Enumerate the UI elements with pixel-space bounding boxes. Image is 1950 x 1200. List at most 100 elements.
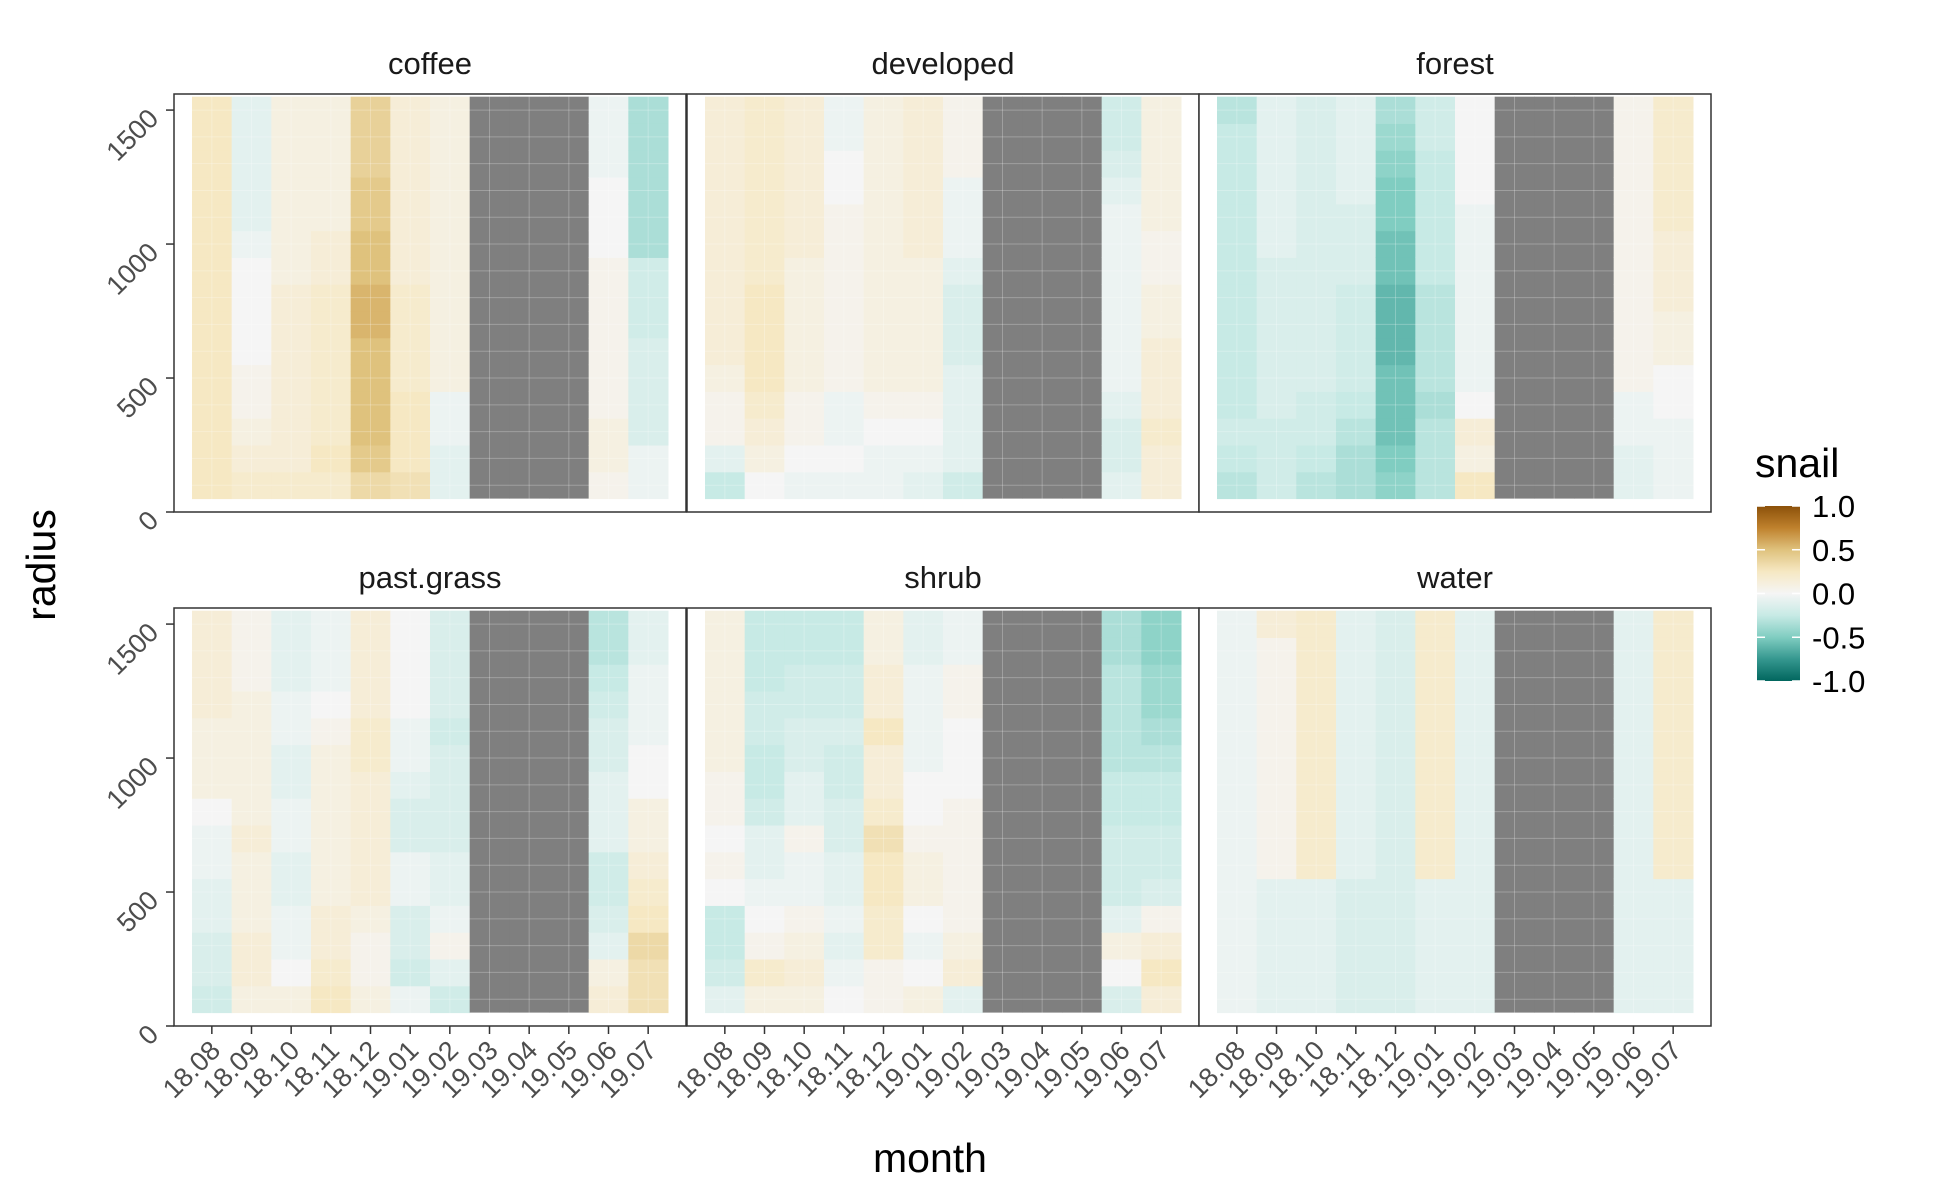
heatmap-cell [943,364,984,392]
heatmap-cell [1141,744,1182,772]
heatmap-cell [744,637,785,665]
heatmap-cell [1653,257,1694,285]
x-axis-title: month [873,1135,987,1181]
heatmap-cell [430,257,471,285]
heatmap-cell [192,445,233,473]
heatmap-cell [588,664,629,692]
heatmap-cell [1256,177,1297,205]
heatmap-cell [1101,177,1142,205]
heatmap-cell [628,851,669,880]
heatmap-cell [1455,771,1496,799]
heatmap-cell [1653,905,1694,933]
heatmap-cell [1101,664,1142,692]
heatmap-cell [1455,311,1496,339]
heatmap-cell [784,717,825,746]
heatmap-cell [628,905,669,933]
heatmap-cell [744,257,785,285]
heatmap-cell [390,311,431,339]
heatmap-cell [903,878,944,906]
heatmap-cell [903,932,944,960]
heatmap-cell [192,311,233,339]
heatmap-cell [784,284,825,312]
heatmap-cell [628,364,669,392]
heatmap-cell [1455,391,1496,419]
heatmap-cell [824,257,865,285]
heatmap-cell [1375,150,1416,178]
heatmap-cell [628,257,669,285]
heatmap-cell [350,150,391,178]
panel-coffee: coffee [173,46,687,513]
heatmap-cell [231,311,272,339]
heatmap-cell [824,150,865,178]
heatmap-cell [824,284,865,312]
heatmap-cell [744,96,785,124]
heatmap-cell [1613,203,1654,232]
heatmap-cell [1455,203,1496,232]
heatmap-cell [1415,96,1456,124]
heatmap-cell [705,471,746,500]
heatmap-cell [311,391,352,419]
heatmap-cell [1415,257,1456,285]
heatmap-cell [824,230,865,258]
heatmap-cell [1101,150,1142,178]
heatmap-cell [588,230,629,258]
heatmap-cell [311,744,352,772]
heatmap-cell [588,878,629,906]
heatmap-cell [588,610,629,638]
heatmap-cell [311,932,352,960]
heatmap-cell [430,691,471,719]
y-axis-title: radius [18,509,64,621]
heatmap-cell [705,257,746,285]
heatmap-cell [390,203,431,232]
heatmap-cell [588,96,629,124]
heatmap-cell-missing [1534,610,1575,1013]
heatmap-cell [943,744,984,772]
heatmap-cell [1613,471,1654,500]
heatmap-cell [1296,985,1337,1014]
heatmap-cell [588,311,629,339]
heatmap-cell [1653,959,1694,987]
heatmap-cell-missing [1494,610,1535,1013]
heatmap-cell [903,123,944,151]
heatmap-cell [1296,471,1337,500]
heatmap-cell [192,932,233,960]
heatmap-cell [192,610,233,638]
heatmap-cell [192,123,233,151]
legend-tick-label: -0.5 [1812,620,1865,655]
heatmap-cell [943,878,984,906]
heatmap-cell [1613,717,1654,746]
heatmap-cell [588,771,629,799]
heatmap-cell [192,878,233,906]
color-legend: snail 1.0 0.5 0.0 -0.5 -1.0 [1755,440,1865,699]
heatmap-cell [903,959,944,987]
heatmap-cell [1375,177,1416,205]
heatmap-cell [231,717,272,746]
heatmap-cell [350,664,391,692]
heatmap-cell [1375,364,1416,392]
heatmap-cell [390,471,431,500]
heatmap-cell [1101,798,1142,826]
heatmap-cell [863,771,904,799]
heatmap-cell [705,203,746,232]
heatmap-cell [784,123,825,151]
heatmap-cell [1101,637,1142,665]
heatmap-cell-missing [549,96,590,499]
legend-tick-label: 0.0 [1812,577,1855,612]
heatmap-cell [705,364,746,392]
heatmap-cell [1613,878,1654,906]
heatmap-cell [1101,771,1142,799]
heatmap-cell [192,717,233,746]
heatmap-cell [430,337,471,366]
heatmap-cell [1455,851,1496,880]
heatmap-cell [903,851,944,880]
heatmap-cell [192,418,233,446]
heatmap-cell [1141,391,1182,419]
heatmap-cell [390,959,431,987]
heatmap-cell [1217,284,1258,312]
heatmap-cell [863,96,904,124]
heatmap-cell [430,664,471,692]
heatmap-cell [1653,150,1694,178]
heatmap-cell [1336,471,1377,500]
heatmap-cell [588,203,629,232]
